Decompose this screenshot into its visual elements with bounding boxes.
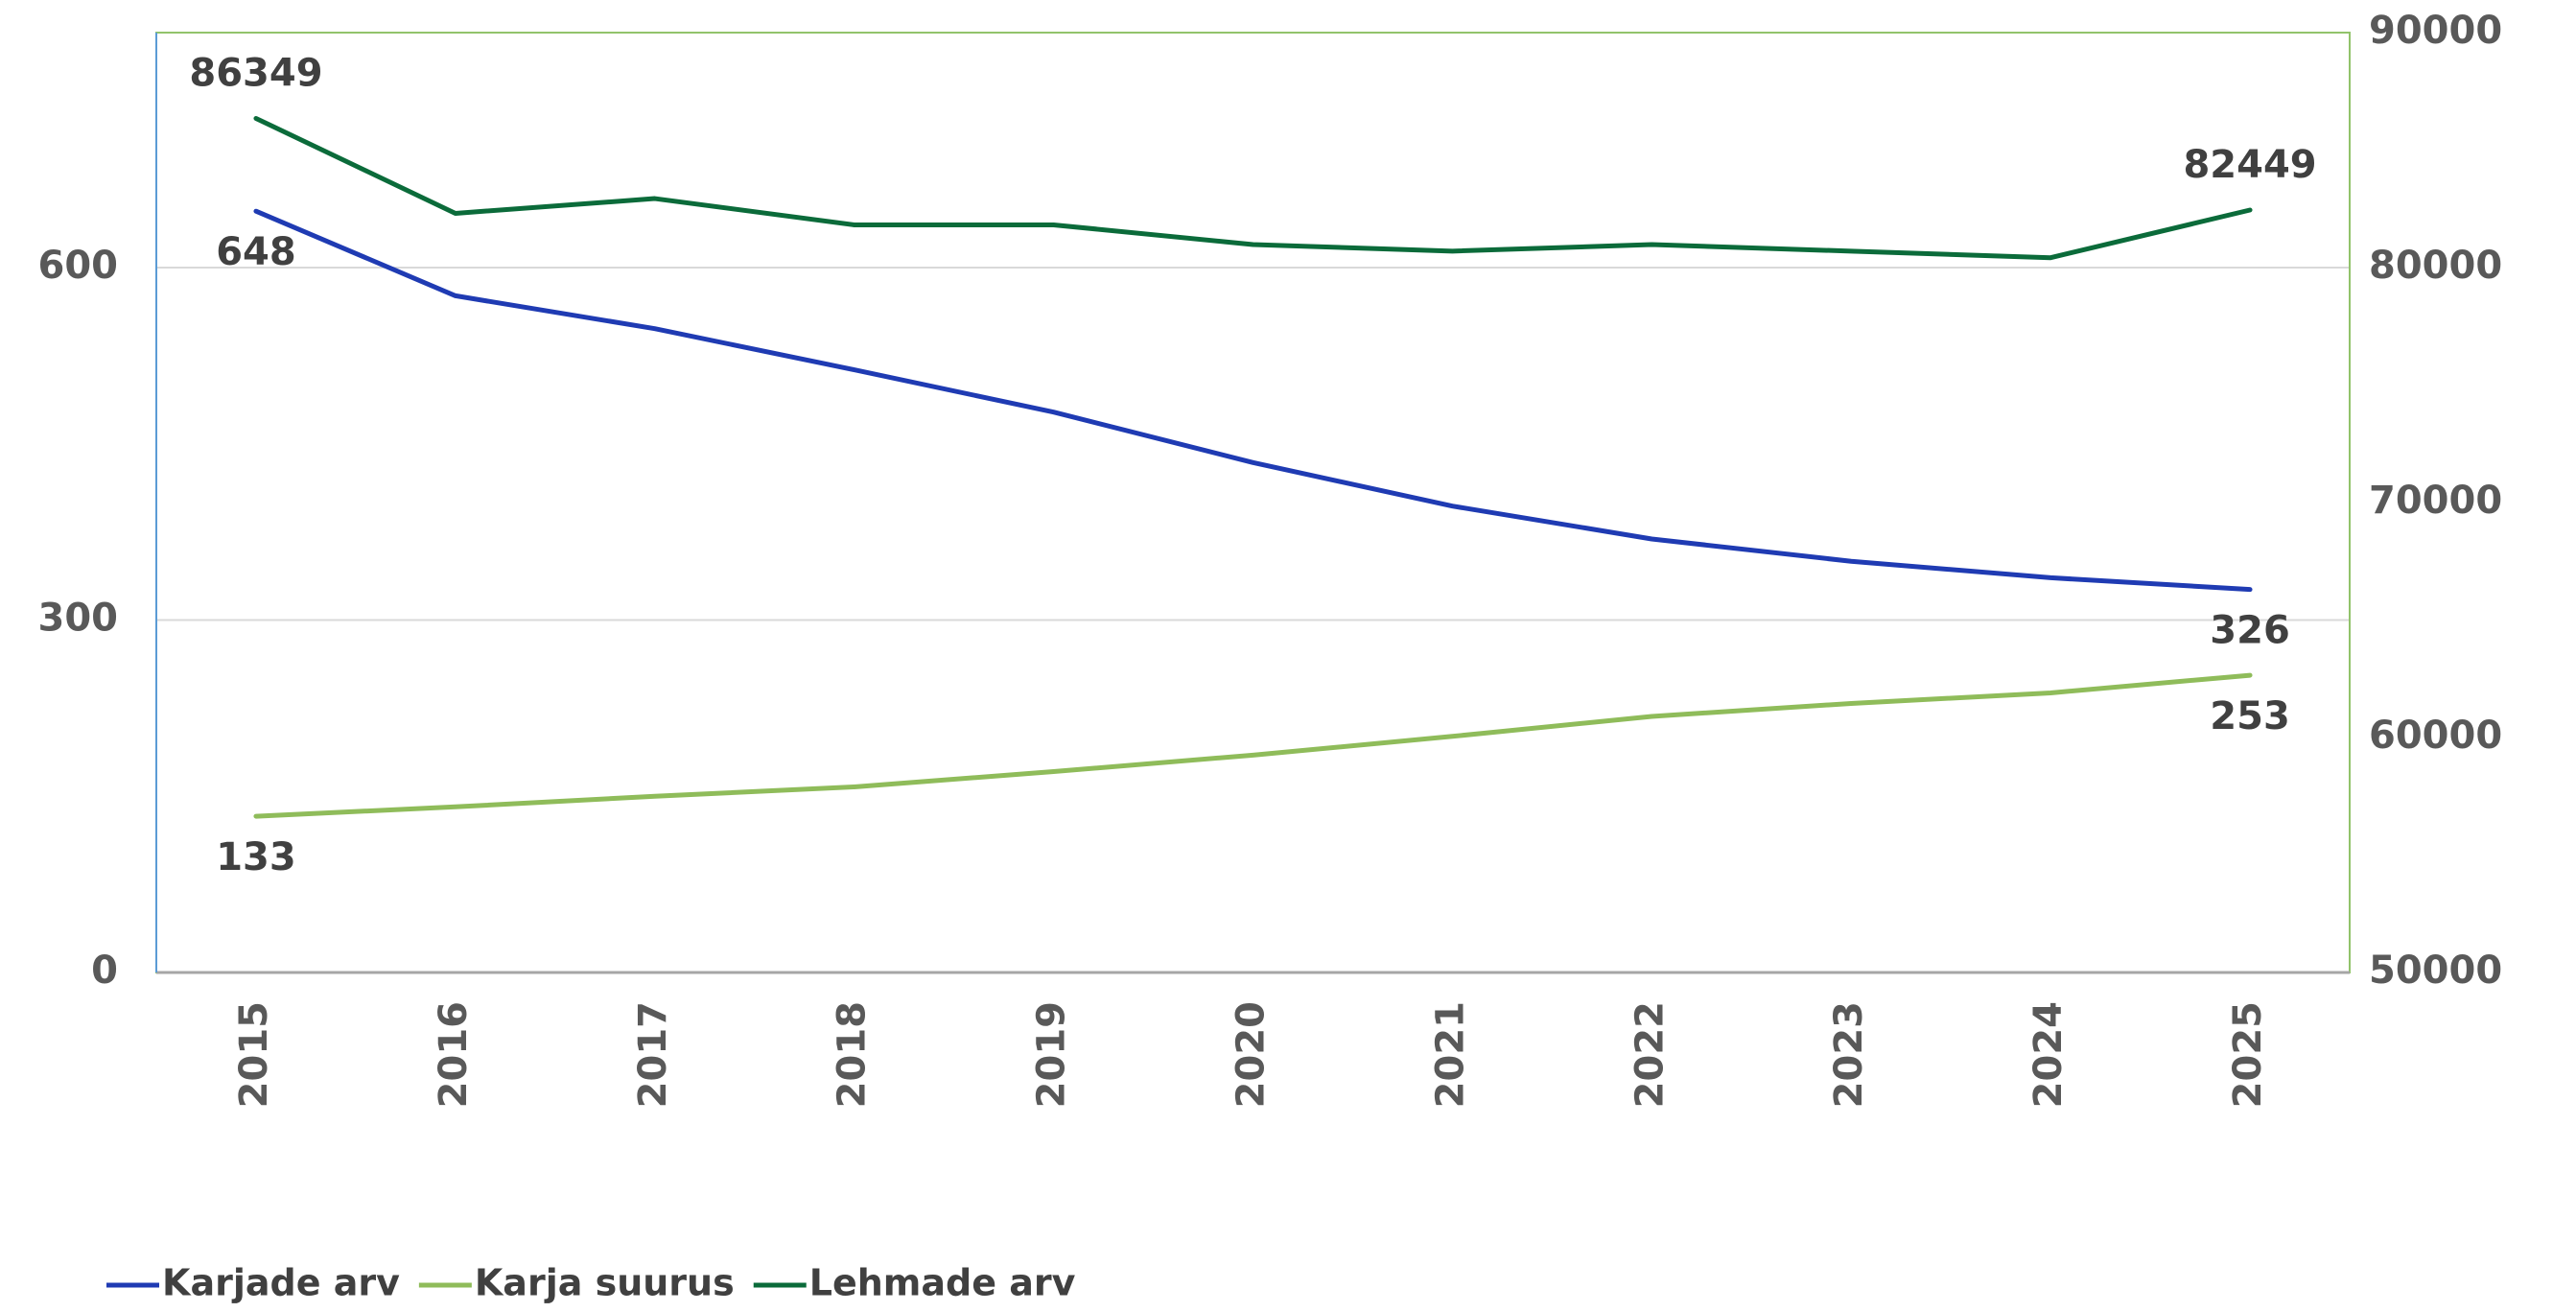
legend-label: Karjade arv <box>162 1262 400 1304</box>
series-line <box>253 115 2253 261</box>
x-tick-label: 2018 <box>831 1001 875 1108</box>
y2-tick-label: 60000 <box>2369 714 2502 758</box>
legend-label: Karja suurus <box>475 1262 735 1304</box>
x-tick-label: 2022 <box>1628 1001 1672 1108</box>
x-tick-label: 2024 <box>2026 1001 2071 1108</box>
data-label: 648 <box>216 230 296 274</box>
y2-tick-label: 90000 <box>2369 9 2502 53</box>
x-tick-label: 2015 <box>232 1001 276 1108</box>
legend-label: Lehmade arv <box>809 1262 1076 1304</box>
y-tick-label: 300 <box>38 597 119 641</box>
x-tick-label: 2023 <box>1827 1001 1871 1108</box>
data-label: 133 <box>216 835 296 879</box>
y-tick-label: 0 <box>91 949 118 993</box>
y2-tick-label: 50000 <box>2369 949 2502 993</box>
x-tick-label: 2021 <box>1428 1001 1472 1108</box>
x-tick-label: 2025 <box>2226 1001 2270 1108</box>
y-tick-label: 600 <box>38 244 119 288</box>
plot-border <box>155 32 2351 973</box>
series-line <box>253 208 2253 593</box>
x-tick-label: 2017 <box>631 1001 675 1108</box>
x-tick-label: 2016 <box>432 1001 476 1108</box>
data-label: 326 <box>2210 609 2290 653</box>
x-tick-label: 2020 <box>1229 1001 1274 1108</box>
data-label: 82449 <box>2183 143 2316 187</box>
y2-tick-label: 70000 <box>2369 479 2502 523</box>
data-label: 253 <box>2210 694 2290 738</box>
series-line <box>253 672 2253 819</box>
data-label: 86349 <box>189 51 322 95</box>
x-tick-label: 2019 <box>1030 1001 1074 1108</box>
y2-tick-label: 80000 <box>2369 244 2502 288</box>
